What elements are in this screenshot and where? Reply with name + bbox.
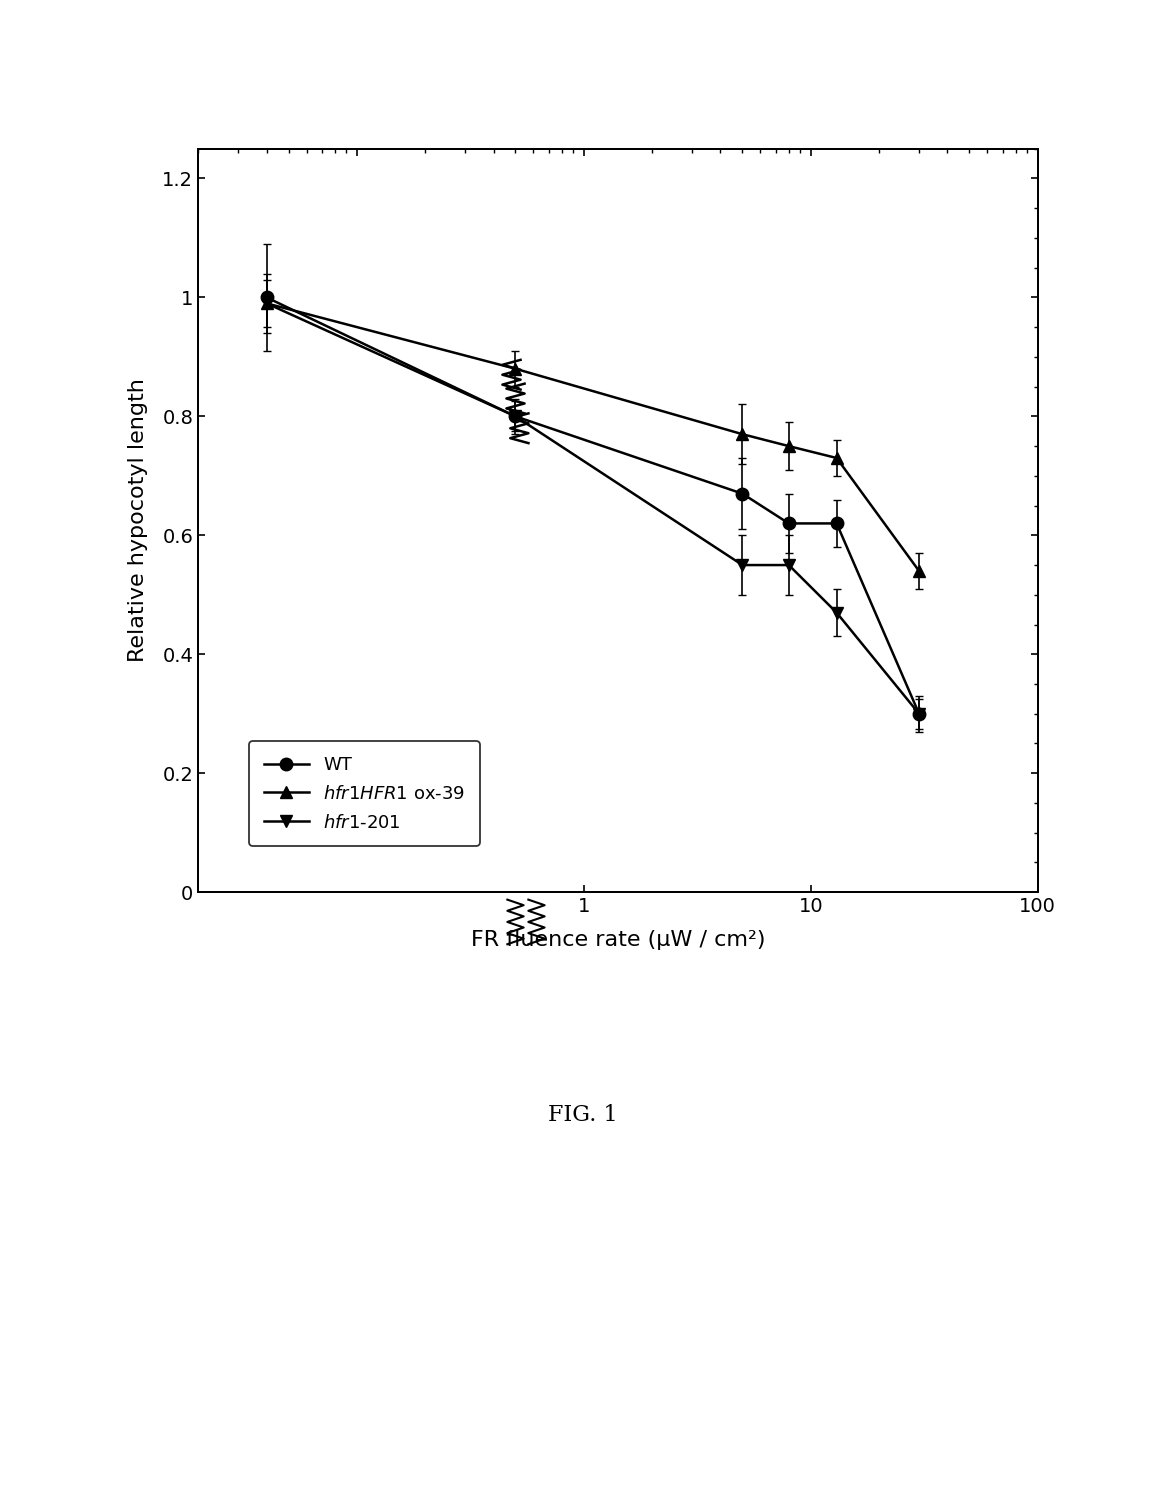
Y-axis label: Relative hypocotyl length: Relative hypocotyl length bbox=[128, 379, 148, 662]
Text: FIG. 1: FIG. 1 bbox=[548, 1105, 618, 1126]
X-axis label: FR fluence rate (μW / cm²): FR fluence rate (μW / cm²) bbox=[471, 929, 765, 950]
Legend: WT, $hfr1HFR1$ ox-39, $hfr1$-201: WT, $hfr1HFR1$ ox-39, $hfr1$-201 bbox=[250, 742, 479, 846]
